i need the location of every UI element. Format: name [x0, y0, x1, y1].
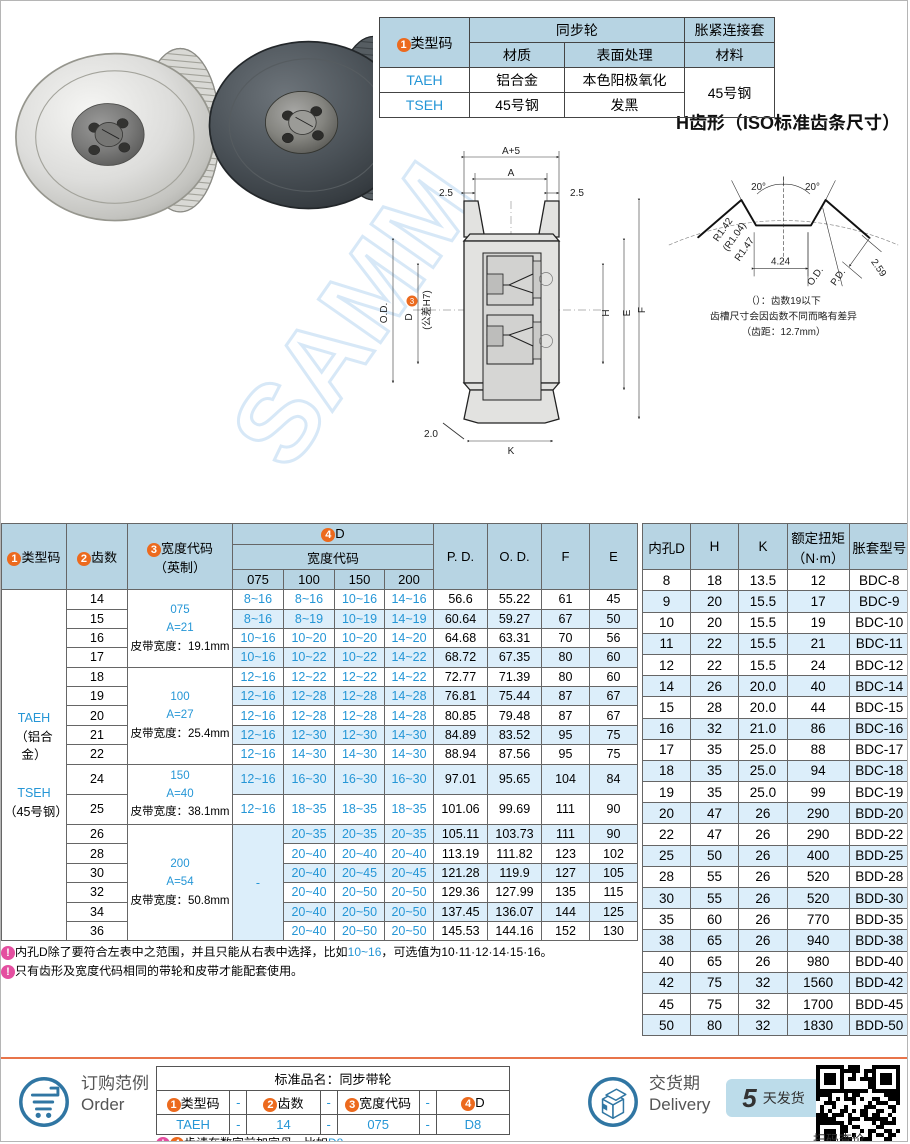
svg-text:20°: 20° [805, 182, 820, 193]
svg-text:O.D.: O.D. [805, 265, 826, 288]
svg-text:H: H [601, 309, 612, 316]
svg-text:A+5: A+5 [502, 146, 521, 157]
svg-text:（）：齿数19以下: （）：齿数19以下 [746, 294, 821, 307]
svg-text:F: F [637, 307, 648, 313]
svg-text:A: A [508, 168, 515, 179]
svg-text:O.D.: O.D. [379, 303, 390, 324]
svg-text:2.5: 2.5 [570, 188, 584, 199]
svg-text:2.0: 2.0 [424, 429, 438, 440]
svg-text:（齿距：12.7mm）: （齿距：12.7mm） [741, 326, 825, 338]
svg-text:D: D [404, 313, 415, 320]
svg-text:4.24: 4.24 [771, 257, 791, 268]
svg-text:3: 3 [410, 297, 415, 306]
svg-text:E: E [622, 309, 633, 316]
svg-text:(公差H7): (公差H7) [420, 290, 433, 329]
svg-text:2.59: 2.59 [868, 257, 888, 279]
svg-text:20°: 20° [751, 182, 766, 193]
svg-text:2.5: 2.5 [439, 188, 453, 199]
svg-text:P.D.: P.D. [829, 267, 848, 288]
svg-text:K: K [508, 446, 515, 457]
svg-text:齿槽尺寸会因齿数不同而略有差异: 齿槽尺寸会因齿数不同而略有差异 [710, 310, 857, 323]
